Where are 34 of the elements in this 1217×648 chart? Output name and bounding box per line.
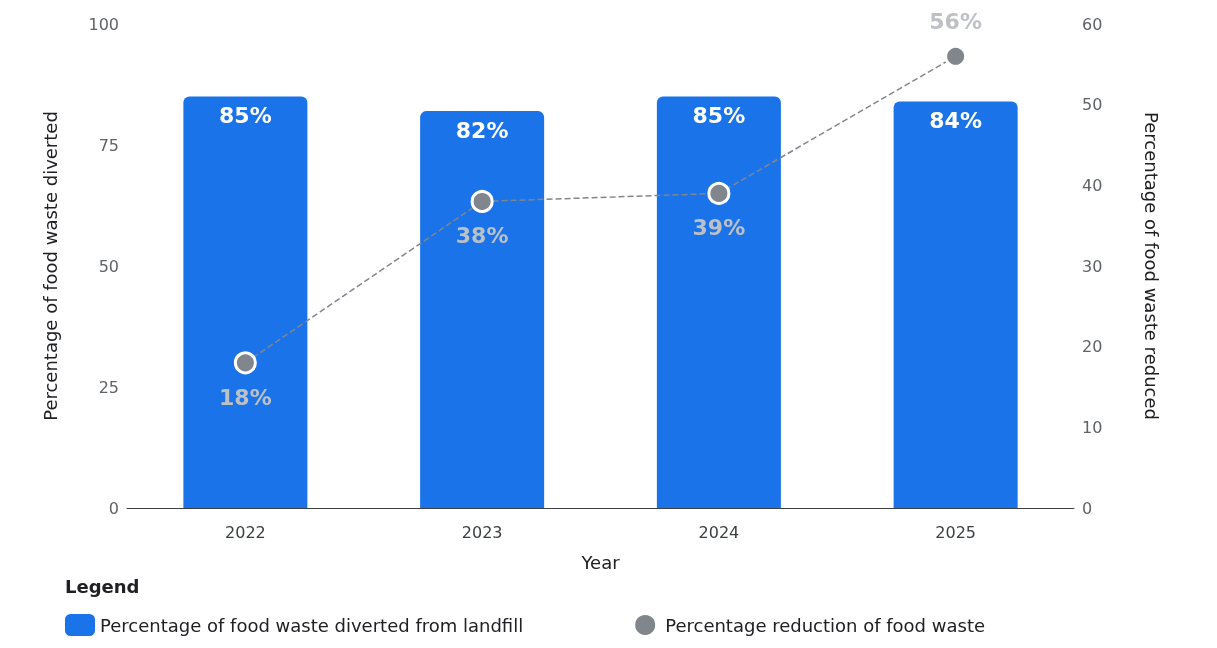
data-label: 38%: [455, 223, 509, 249]
y2-tick-label: 0: [1082, 498, 1093, 518]
y-axis-title: Percentage of food waste diverted: [39, 111, 61, 421]
y2-tick-label: 20: [1082, 337, 1103, 357]
y-tick-label: 75: [98, 135, 119, 155]
y2-tick-label: 10: [1082, 417, 1103, 437]
y2-tick-label: 40: [1082, 175, 1103, 195]
x-tick-label: 2023: [461, 522, 503, 542]
y2-axis-title: Percentage of food waste reduced: [1140, 112, 1162, 420]
x-axis-title: Year: [580, 551, 621, 573]
legend-label: Percentage reduction of food waste: [665, 614, 986, 636]
y-tick-label: 100: [88, 14, 119, 34]
data-label: 56%: [929, 9, 982, 35]
data-label: 18%: [219, 384, 272, 410]
y-tick-label: 25: [98, 377, 119, 397]
point: [944, 44, 968, 68]
y2-tick-label: 60: [1082, 14, 1103, 34]
legend-title: Legend: [65, 575, 140, 597]
x-tick-label: 2025: [935, 522, 976, 542]
data-label: 82%: [455, 117, 509, 143]
y2-tick-label: 30: [1082, 256, 1103, 276]
data-label: 85%: [219, 103, 272, 129]
data-label: 84%: [929, 107, 982, 133]
point: [707, 181, 731, 205]
y-tick-label: 0: [108, 498, 119, 518]
legend-label: Percentage of food waste diverted from landfill: [100, 614, 524, 636]
y-tick-label: 50: [98, 256, 119, 276]
data-label: 85%: [692, 103, 746, 129]
y2-tick-label: 50: [1082, 95, 1103, 115]
point: [470, 189, 494, 213]
x-tick-label: 2022: [225, 522, 266, 542]
x-tick-label: 2024: [698, 522, 740, 542]
point: [233, 351, 257, 375]
data-label: 39%: [692, 215, 746, 241]
